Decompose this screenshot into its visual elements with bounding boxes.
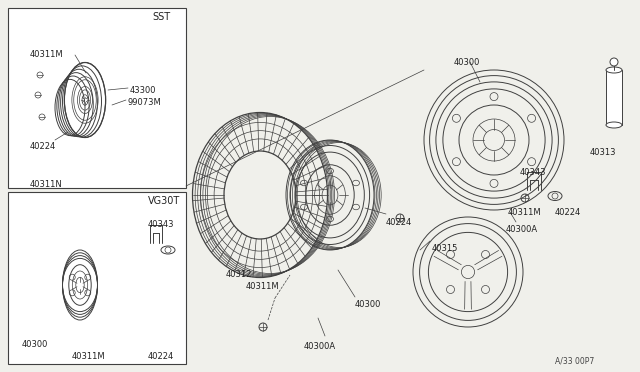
Text: 40224: 40224	[30, 142, 56, 151]
Bar	[606, 70, 622, 125]
Ellipse shape	[606, 67, 622, 73]
Bar	[8, 192, 186, 364]
Text: 40224: 40224	[386, 218, 412, 227]
Text: 40224: 40224	[555, 208, 581, 217]
Text: 40343: 40343	[148, 220, 175, 229]
Text: 40313: 40313	[590, 148, 616, 157]
Text: 40300A: 40300A	[304, 342, 336, 351]
Text: 40315: 40315	[432, 244, 458, 253]
Text: VG30T: VG30T	[148, 196, 180, 206]
Text: 40300: 40300	[454, 58, 481, 67]
Text: 40311M: 40311M	[246, 282, 280, 291]
Text: 40311M: 40311M	[72, 352, 106, 361]
Text: 43300: 43300	[130, 86, 157, 95]
Text: SST: SST	[152, 12, 170, 22]
Text: 40300: 40300	[355, 300, 381, 309]
Text: 40300A: 40300A	[506, 225, 538, 234]
Text: 40343: 40343	[520, 168, 547, 177]
Text: 40311M: 40311M	[30, 50, 63, 59]
Bar	[8, 8, 186, 188]
Text: 40311N: 40311N	[30, 180, 63, 189]
Text: A/33 00P7: A/33 00P7	[555, 356, 595, 365]
Ellipse shape	[606, 122, 622, 128]
Circle shape	[610, 58, 618, 66]
Text: 99073M: 99073M	[128, 98, 162, 107]
Text: 40312: 40312	[226, 270, 252, 279]
Text: 40300: 40300	[22, 340, 49, 349]
Text: 40311M: 40311M	[508, 208, 541, 217]
Text: 40224: 40224	[148, 352, 174, 361]
